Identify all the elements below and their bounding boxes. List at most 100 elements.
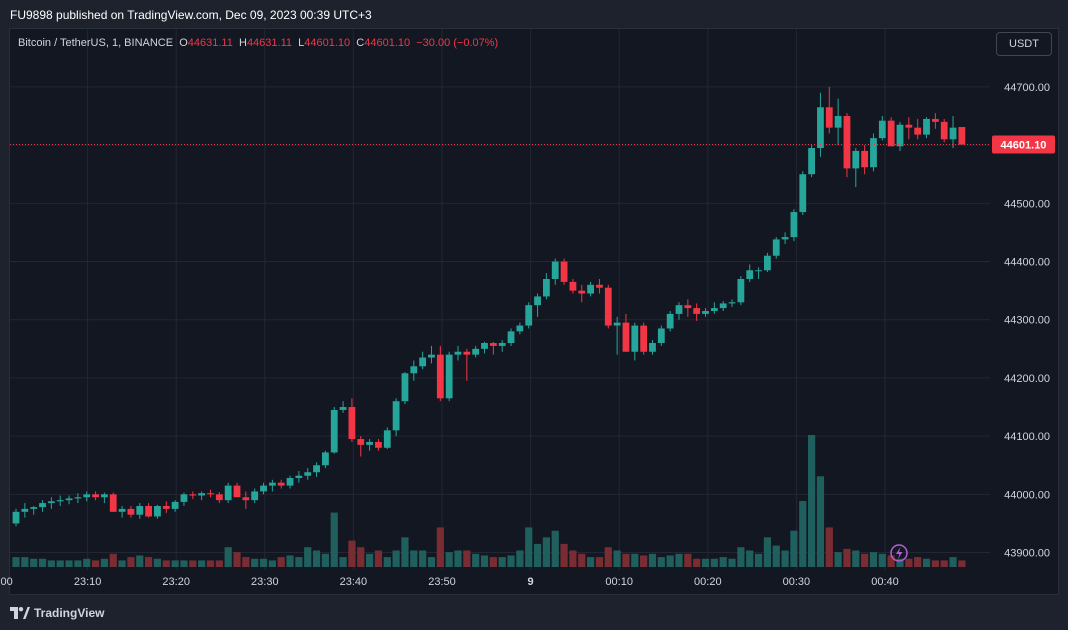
candle-body bbox=[675, 305, 683, 314]
volume-bar bbox=[640, 555, 648, 567]
time-tick-label: 00:30 bbox=[783, 576, 811, 588]
candle-body bbox=[507, 331, 515, 344]
candle-body bbox=[764, 255, 771, 271]
volume-bar bbox=[295, 557, 303, 567]
volume-bar bbox=[472, 553, 480, 567]
candle-body bbox=[383, 430, 391, 448]
tradingview-footer[interactable]: TradingView bbox=[10, 604, 104, 622]
lightning-icon[interactable] bbox=[890, 544, 908, 562]
volume-bar bbox=[198, 560, 206, 567]
volume-bar bbox=[648, 553, 657, 567]
volume-bar bbox=[339, 557, 347, 567]
volume-bar bbox=[958, 560, 966, 567]
candle-body bbox=[295, 475, 303, 479]
candle-body bbox=[268, 482, 276, 486]
candle-body bbox=[728, 302, 736, 304]
candle-body bbox=[189, 494, 197, 496]
candle-body bbox=[419, 357, 427, 367]
volume-bar bbox=[357, 547, 365, 567]
candle-body bbox=[702, 311, 709, 314]
candle-body bbox=[171, 501, 179, 509]
price-tick-label: 44700.00 bbox=[1004, 82, 1050, 94]
volume-bar bbox=[242, 557, 250, 567]
candle-body bbox=[410, 366, 418, 374]
volume-bar bbox=[47, 560, 55, 567]
volume-bar bbox=[657, 557, 665, 567]
candle-body bbox=[772, 239, 780, 256]
candle-body bbox=[118, 508, 126, 512]
candle-body bbox=[198, 493, 206, 496]
symbol-name: Bitcoin / TetherUS, 1, BINANCE bbox=[18, 37, 174, 49]
candle-body bbox=[799, 174, 807, 213]
candle-body bbox=[154, 505, 161, 517]
volume-bar bbox=[896, 558, 904, 567]
candle-body bbox=[436, 354, 444, 399]
volume-bar bbox=[604, 547, 612, 567]
currency-button[interactable]: USDT bbox=[996, 32, 1052, 56]
candle-body bbox=[498, 343, 506, 346]
volume-bar bbox=[887, 555, 895, 567]
candle-body bbox=[392, 401, 400, 431]
candle-body bbox=[339, 407, 347, 410]
volume-bar bbox=[383, 557, 391, 567]
volume-bar bbox=[587, 557, 595, 567]
candle-body bbox=[525, 305, 533, 326]
volume-bar bbox=[12, 557, 20, 567]
candle-body bbox=[322, 452, 329, 466]
volume-bar bbox=[622, 553, 630, 567]
candle-body bbox=[83, 494, 91, 498]
volume-bar bbox=[83, 558, 91, 567]
candle-body bbox=[348, 407, 356, 440]
volume-bar bbox=[781, 550, 789, 567]
high-label: H bbox=[238, 37, 247, 49]
candle-body bbox=[817, 107, 824, 149]
candle-body bbox=[666, 313, 674, 329]
volume-bar bbox=[746, 550, 754, 567]
volume-bar bbox=[136, 555, 144, 567]
volume-bar bbox=[233, 552, 241, 567]
candle-body bbox=[39, 503, 46, 508]
close-value: 44601.10 bbox=[364, 37, 411, 49]
volume-bar bbox=[74, 560, 82, 567]
candle-body bbox=[843, 116, 851, 169]
volume-bar bbox=[949, 557, 957, 567]
candle-body bbox=[463, 351, 471, 355]
candle-body bbox=[684, 305, 692, 309]
volume-bar bbox=[454, 550, 462, 567]
price-tick-label: 44400.00 bbox=[1004, 257, 1050, 269]
candle-body bbox=[578, 290, 586, 294]
volume-bar bbox=[65, 560, 73, 567]
candle-body bbox=[304, 472, 312, 476]
candle-body bbox=[109, 494, 117, 512]
candle-body bbox=[366, 441, 373, 445]
candle-body bbox=[949, 127, 957, 140]
price-tick-label: 44000.00 bbox=[1004, 489, 1050, 501]
volume-bar bbox=[445, 552, 453, 567]
volume-bar bbox=[419, 550, 427, 567]
low-label: L bbox=[298, 37, 305, 49]
candle-body bbox=[808, 148, 815, 175]
volume-bar bbox=[277, 557, 285, 567]
volume-bar bbox=[366, 553, 374, 567]
candle-body bbox=[834, 116, 842, 128]
published-text: FU9898 published on TradingView.com, Dec… bbox=[10, 8, 372, 22]
volume-bar bbox=[613, 550, 621, 567]
candle-body bbox=[428, 354, 435, 358]
price-tick-label: 44300.00 bbox=[1004, 315, 1050, 327]
volume-bar bbox=[516, 550, 524, 567]
time-tick-label: 00:10 bbox=[605, 576, 633, 588]
time-tick-label: 23:20 bbox=[162, 576, 190, 588]
volume-bar bbox=[551, 530, 559, 567]
candle-body bbox=[861, 150, 869, 168]
candle-body bbox=[65, 498, 73, 501]
open-label: O bbox=[179, 37, 188, 49]
volume-bar bbox=[878, 553, 886, 567]
candle-body bbox=[613, 322, 621, 326]
price-tick-label: 44100.00 bbox=[1004, 431, 1050, 443]
volume-bar bbox=[224, 547, 232, 567]
volume-bar bbox=[728, 558, 736, 567]
time-tick-label: 23:00 bbox=[0, 576, 13, 588]
last-price-tag bbox=[992, 135, 1055, 154]
change-value: −30.00 (−0.07%) bbox=[416, 37, 499, 49]
